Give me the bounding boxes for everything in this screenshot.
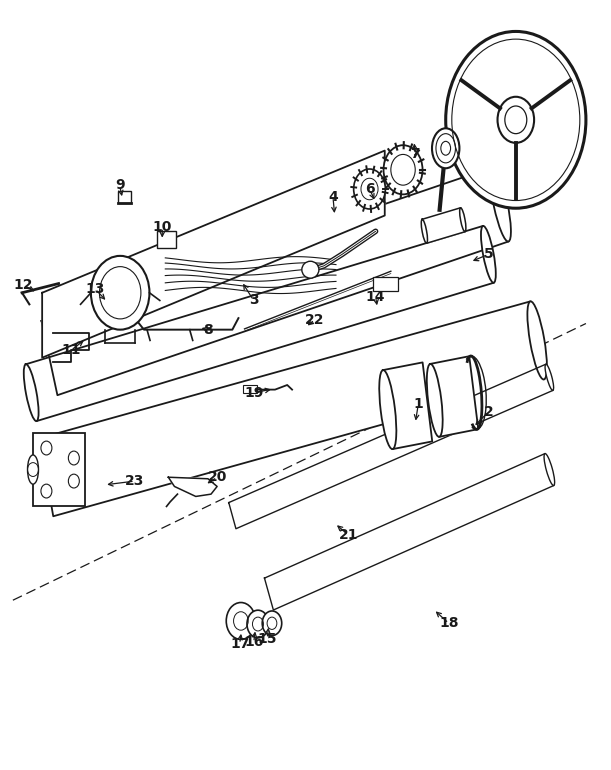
Text: 13: 13	[86, 282, 105, 296]
Ellipse shape	[432, 129, 459, 169]
Bar	[119, 190, 131, 203]
Text: 3: 3	[249, 293, 258, 307]
Text: 15: 15	[257, 631, 277, 645]
Text: 11: 11	[61, 343, 81, 357]
Ellipse shape	[545, 364, 554, 390]
Ellipse shape	[527, 301, 547, 380]
Text: 9: 9	[115, 178, 125, 192]
Ellipse shape	[459, 208, 466, 232]
Text: 1: 1	[414, 397, 423, 411]
Text: 4: 4	[328, 189, 338, 204]
Polygon shape	[383, 363, 432, 449]
Ellipse shape	[490, 167, 511, 242]
Text: 8: 8	[203, 323, 213, 336]
Circle shape	[497, 97, 534, 143]
Ellipse shape	[544, 454, 555, 486]
Polygon shape	[42, 151, 385, 358]
FancyBboxPatch shape	[33, 433, 84, 506]
Circle shape	[354, 169, 386, 209]
Polygon shape	[265, 454, 554, 610]
Bar	[373, 277, 398, 291]
Text: 7: 7	[411, 147, 420, 162]
Bar	[158, 231, 175, 248]
Circle shape	[226, 602, 255, 639]
Ellipse shape	[302, 261, 319, 278]
Polygon shape	[422, 208, 465, 243]
Ellipse shape	[427, 364, 442, 437]
Polygon shape	[40, 301, 544, 516]
Text: 2: 2	[483, 405, 493, 419]
Circle shape	[384, 146, 423, 194]
Polygon shape	[26, 226, 494, 421]
Polygon shape	[430, 357, 478, 437]
Circle shape	[262, 611, 282, 635]
Text: 17: 17	[230, 637, 249, 651]
Text: 18: 18	[439, 616, 458, 631]
Text: 23: 23	[125, 474, 144, 488]
Ellipse shape	[27, 455, 38, 484]
Circle shape	[445, 32, 586, 208]
Ellipse shape	[421, 219, 428, 243]
Text: 14: 14	[366, 290, 386, 303]
Text: 12: 12	[13, 278, 33, 292]
Polygon shape	[229, 364, 553, 529]
Text: 10: 10	[153, 220, 172, 234]
Text: 19: 19	[244, 386, 263, 400]
Text: 20: 20	[207, 470, 227, 484]
Polygon shape	[42, 167, 508, 395]
Text: 22: 22	[305, 313, 324, 326]
Circle shape	[91, 256, 150, 330]
Text: 21: 21	[338, 528, 358, 542]
Text: 16: 16	[244, 635, 263, 649]
Bar	[243, 385, 257, 393]
Text: 5: 5	[483, 247, 493, 261]
Ellipse shape	[24, 364, 38, 421]
Ellipse shape	[481, 226, 496, 283]
Circle shape	[247, 610, 269, 638]
Text: 6: 6	[365, 182, 375, 196]
Ellipse shape	[379, 370, 397, 449]
Polygon shape	[169, 477, 217, 497]
